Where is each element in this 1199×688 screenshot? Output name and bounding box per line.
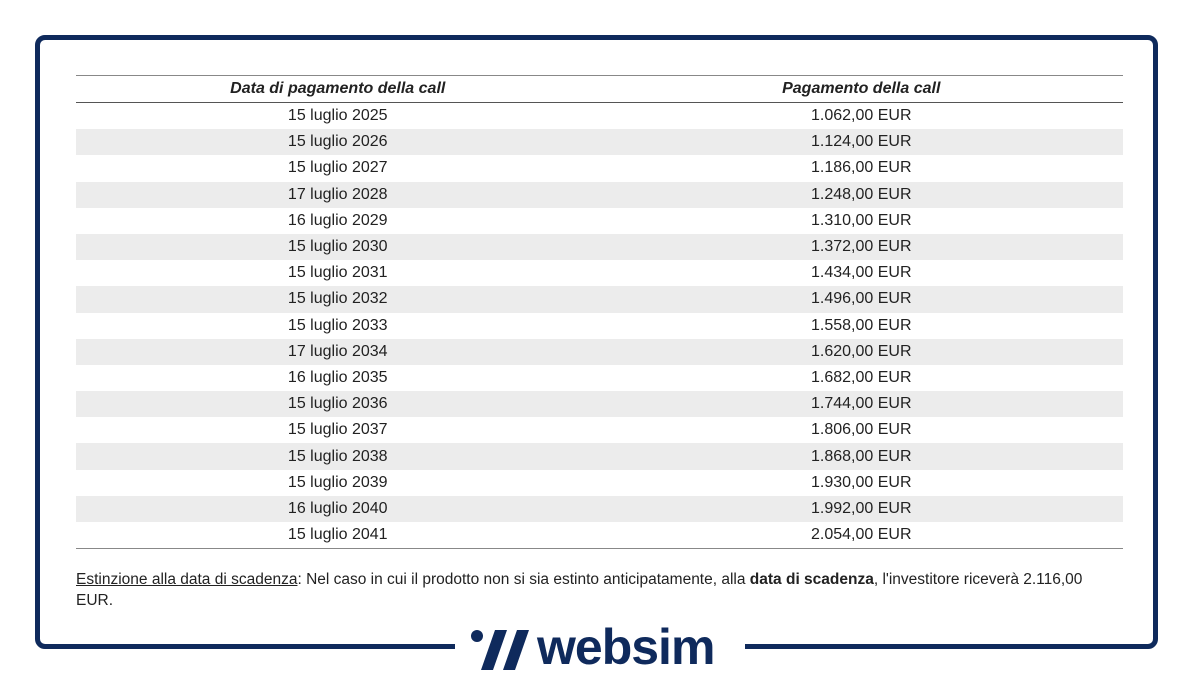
table-cell: 1.310,00 EUR [810,211,912,229]
note-bold: data di scadenza [749,571,874,588]
table-row: 15 luglio 2041 2.054,00 EUR [76,522,1123,548]
table-cell: 2.054,00 EUR [810,526,912,544]
table-cell: 17 luglio 2028 [287,185,388,203]
table-cell: 1.186,00 EUR [810,159,912,177]
table-cell: 1.682,00 EUR [810,368,912,386]
table-row: 16 luglio 2035 1.682,00 EUR [76,365,1123,391]
table-row: 15 luglio 2038 1.868,00 EUR [76,443,1123,470]
table-cell: 1.496,00 EUR [810,290,912,308]
logo: websim [455,619,745,678]
table-row: 15 luglio 2037 1.806,00 EUR [76,417,1123,443]
table-row: 15 luglio 2031 1.434,00 EUR [76,260,1123,286]
table-cell: 1.930,00 EUR [810,473,912,491]
table-cell: 15 luglio 2026 [287,133,388,151]
table-cell: 1.806,00 EUR [810,421,912,439]
note-label: Estinzione alla data di scadenza [76,571,298,588]
table: Data di pagamento della call Pagamento d… [76,75,1123,550]
table-row: 15 luglio 2027 1.186,00 EUR [76,155,1123,181]
table-row: 15 luglio 2032 1.496,00 EUR [76,286,1123,313]
table-cell: 15 luglio 2025 [287,107,388,125]
table-row: 15 luglio 2039 1.930,00 EUR [76,470,1123,496]
header-cell: Data di pagamento della call [230,80,446,97]
table-cell: 15 luglio 2037 [287,421,388,439]
table-cell: 1.248,00 EUR [810,185,912,203]
logo-icon [471,630,529,670]
table-cell: 1.434,00 EUR [810,264,912,282]
note-text: , l'investitore riceverà 2.116,00 EUR. [76,571,1083,609]
table-cell: 1.868,00 EUR [810,447,912,465]
table-row: 15 luglio 2026 1.124,00 EUR [76,129,1123,156]
table-cell: 15 luglio 2036 [287,395,388,413]
table-row: 15 luglio 2030 1.372,00 EUR [76,233,1123,261]
table-row: 16 luglio 2029 1.310,00 EUR [76,208,1123,234]
table-row: 15 luglio 2025 1.062,00 EUR [76,103,1123,129]
table-row: 17 luglio 2028 1.248,00 EUR [76,181,1123,208]
table-cell: 15 luglio 2031 [287,264,388,282]
table-cell: 17 luglio 2034 [287,342,388,360]
table-cell: 16 luglio 2035 [287,368,388,386]
table-cell: 15 luglio 2033 [287,316,388,334]
header-cell: Pagamento della call [782,80,941,97]
table-row: 16 luglio 2040 1.992,00 EUR [76,495,1123,522]
table-cell: 1.744,00 EUR [810,395,912,413]
table-cell: 1.992,00 EUR [810,499,912,517]
table-cell: 1.062,00 EUR [810,107,912,125]
table-cell: 1.558,00 EUR [810,316,912,334]
table-cell: 15 luglio 2027 [287,159,388,177]
table-cell: 15 luglio 2030 [287,238,388,256]
table-cell: 15 luglio 2038 [287,447,388,465]
header-row: Data di pagamento della call Pagamento d… [76,76,1123,103]
table-cell: 16 luglio 2040 [287,499,388,517]
footnote: Estinzione alla data di scadenza: Nel ca… [76,569,1086,611]
table-cell: 1.372,00 EUR [810,238,912,256]
table-cell: 16 luglio 2029 [287,211,388,229]
table-row: 15 luglio 2033 1.558,00 EUR [76,313,1123,339]
table-cell: 15 luglio 2041 [287,526,388,544]
note-text: : Nel caso in cui il prodotto non si sia… [297,571,750,588]
table-cell: 15 luglio 2039 [287,473,388,491]
table-cell: 15 luglio 2032 [287,290,388,308]
table-row: 15 luglio 2036 1.744,00 EUR [76,391,1123,418]
table-cell: 1.620,00 EUR [810,342,912,360]
table-row: 17 luglio 2034 1.620,00 EUR [76,338,1123,365]
table-cell: 1.124,00 EUR [810,133,912,151]
logo-text: websim [537,619,715,675]
